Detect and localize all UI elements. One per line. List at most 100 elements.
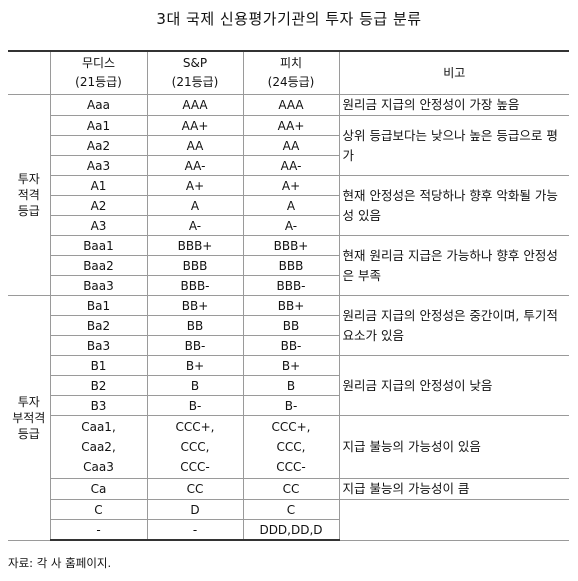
moodys-cell: Ca bbox=[50, 478, 148, 500]
sp-cell-line: CCC, bbox=[180, 440, 210, 454]
table-row: A2 A A bbox=[8, 195, 569, 216]
table-row: Ba2 BB BB bbox=[8, 315, 569, 336]
table-row: - - DDD,DD,D bbox=[8, 519, 569, 541]
fitch-cell: AA+ bbox=[242, 115, 340, 136]
table-row: B2 B B bbox=[8, 375, 569, 396]
category-investment-line-3: 등급 bbox=[17, 204, 40, 218]
header-fitch-name: 피치 bbox=[279, 56, 303, 70]
sp-cell: AA bbox=[146, 135, 244, 156]
sp-cell: A bbox=[146, 195, 244, 216]
moodys-cell: A3 bbox=[50, 215, 148, 236]
sp-cell: B+ bbox=[146, 355, 244, 376]
sp-cell: A+ bbox=[146, 175, 244, 196]
note-cell: 원리금 지급의 안정성이 낮음 bbox=[338, 355, 569, 416]
category-speculative-grade: 투자 부적격 등급 bbox=[8, 295, 51, 541]
table-row: Ba3 BB- BB- bbox=[8, 335, 569, 356]
fitch-cell: AA bbox=[242, 135, 339, 156]
moodys-cell-line: Caa2, bbox=[81, 440, 116, 454]
table-header-row: 무디스 (21등급) S&P (21등급) 피치 (24등급) 비고 bbox=[8, 50, 569, 95]
moodys-cell: A2 bbox=[50, 195, 148, 216]
moodys-cell: Aa3 bbox=[50, 155, 148, 176]
sp-cell: BB+ bbox=[146, 295, 244, 316]
fitch-cell-line: CCC, bbox=[276, 440, 306, 454]
fitch-cell: AA- bbox=[242, 155, 339, 176]
header-note: 비고 bbox=[338, 50, 569, 95]
header-sp: S&P (21등급) bbox=[146, 50, 244, 95]
category-investment-line-1: 투자 bbox=[17, 172, 40, 186]
sp-cell: BB- bbox=[146, 335, 244, 356]
category-speculative-line-2: 부적격 bbox=[12, 410, 46, 425]
table-row: B1 B+ B+ 원리금 지급의 안정성이 낮음 bbox=[8, 355, 569, 416]
source-note: 자료: 각 사 홈페이지. bbox=[8, 556, 112, 570]
sp-cell: D bbox=[146, 499, 244, 520]
moodys-cell-line: Caa1, bbox=[81, 420, 116, 434]
fitch-cell: CCC+, CCC, CCC- bbox=[242, 415, 340, 479]
header-blank bbox=[8, 50, 51, 95]
fitch-cell: A bbox=[242, 195, 339, 216]
sp-cell-line: CCC+, bbox=[175, 420, 215, 434]
sp-cell: - bbox=[146, 519, 244, 541]
header-moodys-count: (21등급) bbox=[75, 75, 122, 89]
moodys-cell: B1 bbox=[50, 355, 148, 376]
moodys-cell: Ba3 bbox=[50, 335, 148, 356]
table-row: Aa1 AA+ AA+ 상위 등급보다는 낮으나 높은 등급으로 평가 bbox=[8, 115, 569, 176]
header-moodys-name: 무디스 bbox=[81, 56, 116, 70]
note-cell: 현재 안정성은 적당하나 향후 악화될 가능성 있음 bbox=[338, 175, 569, 236]
table-row: C D C bbox=[8, 499, 569, 541]
fitch-cell: CC bbox=[242, 478, 340, 500]
fitch-cell: AAA bbox=[242, 94, 340, 116]
moodys-cell: Baa1 bbox=[50, 235, 148, 256]
fitch-cell: BBB- bbox=[242, 275, 339, 296]
moodys-cell: Baa3 bbox=[50, 275, 148, 296]
fitch-cell-line: CCC- bbox=[276, 460, 306, 474]
fitch-cell: C bbox=[242, 499, 340, 520]
sp-cell: A- bbox=[146, 215, 244, 236]
table-row: Caa1, Caa2, Caa3 CCC+, CCC, CCC- CCC+, C… bbox=[8, 415, 569, 479]
note-cell: 현재 원리금 지급은 가능하나 향후 안정성은 부족 bbox=[338, 235, 569, 296]
page-title: 3대 국제 신용평가기관의 투자 등급 분류 bbox=[156, 10, 422, 28]
table-row: B3 B- B- bbox=[8, 395, 569, 416]
category-speculative-line-3: 등급 bbox=[17, 426, 40, 441]
moodys-cell: A1 bbox=[50, 175, 148, 196]
fitch-cell: B- bbox=[242, 395, 339, 416]
fitch-cell: DDD,DD,D bbox=[242, 519, 339, 541]
table-row: A1 A+ A+ 현재 안정성은 적당하나 향후 악화될 가능성 있음 bbox=[8, 175, 569, 236]
table-row: 투자 부적격 등급 Ba1 BB+ BB+ 원리금 지급의 안정성은 중간이며,… bbox=[8, 295, 569, 541]
fitch-cell: BB- bbox=[242, 335, 339, 356]
header-moodys: 무디스 (21등급) bbox=[49, 50, 148, 95]
note-cell: 지급 불능의 가능성이 있음 bbox=[338, 415, 569, 479]
moodys-cell: - bbox=[50, 519, 148, 541]
moodys-cell: C bbox=[50, 499, 148, 520]
note-cell: 지급 불능의 가능성이 큼 bbox=[338, 478, 569, 500]
fitch-cell: A+ bbox=[242, 175, 340, 196]
note-cell: 원리금 지급의 안정성이 가장 높음 bbox=[338, 94, 569, 116]
moodys-cell: Aa1 bbox=[50, 115, 148, 136]
category-investment-grade: 투자 적격 등급 bbox=[8, 94, 51, 296]
sp-cell: AA- bbox=[146, 155, 244, 176]
moodys-cell: B3 bbox=[50, 395, 148, 416]
header-sp-name: S&P bbox=[182, 56, 208, 70]
table-row: Ca CC CC 지급 불능의 가능성이 큼 bbox=[8, 478, 569, 500]
sp-cell: CC bbox=[146, 478, 244, 500]
note-cell: 원리금 지급의 안정성은 중간이며, 투기적 요소가 있음 bbox=[338, 295, 569, 356]
fitch-cell: BB bbox=[242, 315, 339, 336]
fitch-cell: BBB bbox=[242, 255, 339, 276]
moodys-cell: B2 bbox=[50, 375, 148, 396]
fitch-cell: BBB+ bbox=[242, 235, 340, 256]
sp-cell: B bbox=[146, 375, 244, 396]
sp-cell: B- bbox=[146, 395, 244, 416]
sp-cell: BBB- bbox=[146, 275, 244, 296]
header-fitch: 피치 (24등급) bbox=[242, 50, 340, 95]
fitch-cell-line: CCC+, bbox=[271, 420, 311, 434]
sp-cell: BBB+ bbox=[146, 235, 244, 256]
fitch-cell: A- bbox=[242, 215, 339, 236]
moodys-cell: Ba1 bbox=[49, 295, 148, 316]
sp-cell: BB bbox=[146, 315, 244, 336]
moodys-cell: Caa1, Caa2, Caa3 bbox=[50, 415, 148, 479]
category-speculative-line-1: 투자 bbox=[17, 394, 40, 409]
sp-cell-line: CCC- bbox=[180, 460, 210, 474]
fitch-cell: B+ bbox=[242, 355, 340, 376]
note-cell-empty bbox=[338, 499, 569, 541]
moodys-cell: Baa2 bbox=[50, 255, 148, 276]
sp-cell: AA+ bbox=[146, 115, 244, 136]
